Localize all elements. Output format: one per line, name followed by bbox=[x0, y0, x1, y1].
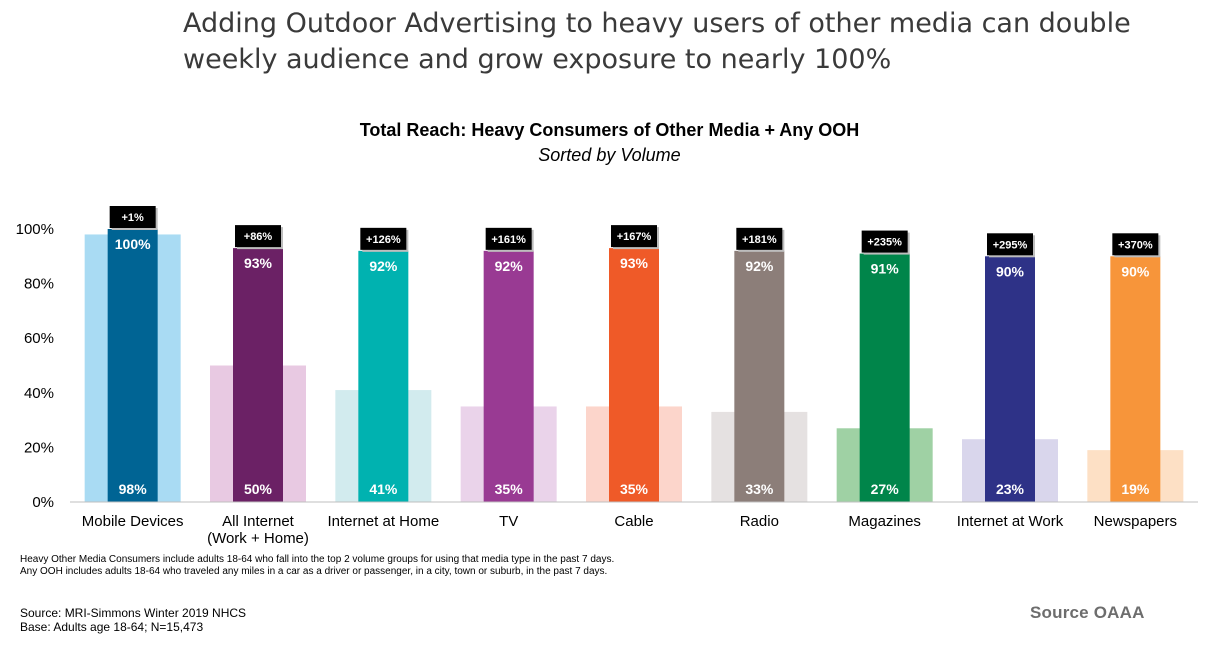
category-label: All Internet bbox=[222, 513, 295, 530]
category-label: Radio bbox=[740, 513, 779, 530]
data-label-heavy-consumers: 27% bbox=[871, 481, 900, 497]
source-line: Source: MRI-Simmons Winter 2019 NHCS bbox=[20, 606, 247, 620]
data-label-heavy-consumers: 19% bbox=[1121, 481, 1150, 497]
lift-label: +167% bbox=[617, 231, 652, 243]
data-label-plus-ooh: 91% bbox=[871, 261, 900, 277]
headline-line-2: weekly audience and grow exposure to nea… bbox=[183, 44, 892, 75]
source-block: Source: MRI-Simmons Winter 2019 NHCS Bas… bbox=[20, 606, 246, 634]
headline: Adding Outdoor Advertising to heavy user… bbox=[183, 6, 1143, 78]
data-label-plus-ooh: 92% bbox=[745, 258, 774, 274]
bar-plus-ooh bbox=[734, 250, 785, 502]
data-label-heavy-consumers: 41% bbox=[369, 481, 398, 497]
footnotes: Heavy Other Media Consumers include adul… bbox=[20, 554, 614, 578]
base-line: Base: Adults age 18-64; N=15,473 bbox=[20, 620, 204, 634]
data-label-heavy-consumers: 35% bbox=[495, 481, 524, 497]
lift-badge bbox=[360, 227, 407, 250]
category-label: TV bbox=[499, 513, 518, 530]
lift-badge bbox=[861, 230, 908, 253]
lift-label: +181% bbox=[742, 234, 777, 246]
lift-label: +86% bbox=[244, 231, 273, 243]
lift-label: +370% bbox=[1118, 239, 1153, 251]
data-label-heavy-consumers: 23% bbox=[996, 481, 1025, 497]
bar-plus-ooh bbox=[233, 248, 283, 502]
lift-label: +295% bbox=[993, 239, 1028, 251]
bar-plus-ooh bbox=[483, 250, 534, 502]
lift-label: +161% bbox=[491, 234, 526, 246]
data-label-plus-ooh: 92% bbox=[369, 258, 398, 274]
lift-badge bbox=[109, 206, 156, 228]
lift-badge bbox=[485, 227, 532, 250]
category-label: Mobile Devices bbox=[82, 513, 184, 530]
data-label-plus-ooh: 93% bbox=[244, 255, 273, 271]
data-label-heavy-consumers: 35% bbox=[620, 481, 649, 497]
data-label-plus-ooh: 93% bbox=[620, 255, 649, 271]
data-label-heavy-consumers: 50% bbox=[244, 481, 273, 497]
lift-badge bbox=[736, 227, 783, 250]
brand-logo: Source OAAA bbox=[1030, 603, 1145, 622]
data-label-plus-ooh: 90% bbox=[1121, 263, 1150, 279]
lift-badge bbox=[987, 233, 1033, 256]
lift-label: +126% bbox=[366, 234, 401, 246]
category-label: Internet at Work bbox=[957, 513, 1064, 530]
y-tick-label: 40% bbox=[24, 385, 54, 402]
category-label: Internet at Home bbox=[327, 513, 439, 530]
chart-title: Total Reach: Heavy Consumers of Other Me… bbox=[359, 120, 860, 140]
lift-label: +1% bbox=[122, 212, 145, 224]
lift-label: +235% bbox=[867, 237, 902, 249]
lift-badge bbox=[1112, 233, 1159, 256]
category-label: Newspapers bbox=[1094, 513, 1177, 530]
bar-plus-ooh bbox=[1110, 256, 1161, 502]
bar-plus-ooh bbox=[859, 253, 910, 502]
lift-badge bbox=[611, 225, 657, 248]
data-label-plus-ooh: 92% bbox=[495, 258, 524, 274]
bar-plus-ooh bbox=[985, 256, 1035, 502]
data-label-plus-ooh: 100% bbox=[115, 236, 151, 252]
footnote-any-ooh: Any OOH includes adults 18-64 who travel… bbox=[20, 566, 608, 577]
y-tick-label: 100% bbox=[16, 221, 54, 238]
footnote-heavy-media: Heavy Other Media Consumers include adul… bbox=[20, 554, 615, 565]
data-label-heavy-consumers: 33% bbox=[745, 481, 774, 497]
category-label: Cable bbox=[614, 513, 653, 530]
chart-subtitle: Sorted by Volume bbox=[538, 145, 681, 165]
headline-line-1: Adding Outdoor Advertising to heavy user… bbox=[183, 8, 1131, 39]
bar-plus-ooh bbox=[358, 250, 409, 502]
category-label: Magazines bbox=[848, 513, 921, 530]
category-label: (Work + Home) bbox=[207, 530, 309, 547]
bar-plus-ooh bbox=[107, 229, 158, 502]
lift-badge bbox=[235, 225, 281, 248]
y-tick-label: 60% bbox=[24, 330, 54, 347]
y-tick-label: 20% bbox=[24, 439, 54, 456]
y-tick-label: 80% bbox=[24, 276, 54, 293]
data-label-heavy-consumers: 98% bbox=[119, 481, 148, 497]
bar-plus-ooh bbox=[609, 248, 659, 502]
y-tick-label: 0% bbox=[32, 494, 54, 511]
data-label-plus-ooh: 90% bbox=[996, 263, 1025, 279]
